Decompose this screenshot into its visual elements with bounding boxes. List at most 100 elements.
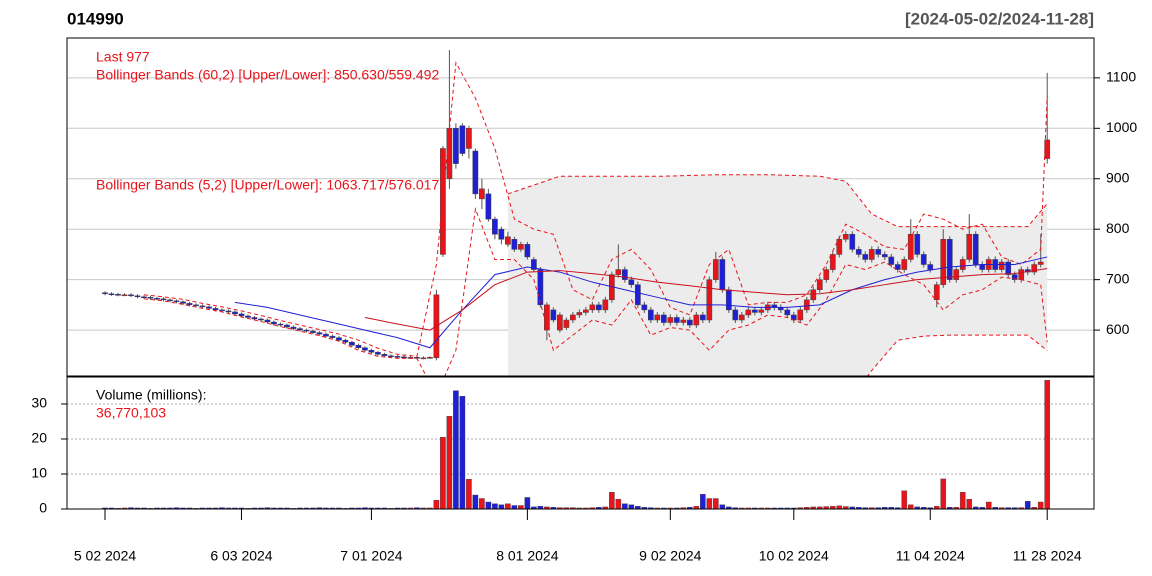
volume-bar bbox=[225, 507, 232, 509]
volume-bar bbox=[576, 507, 583, 509]
volume-bar bbox=[303, 507, 310, 509]
candle-body bbox=[719, 259, 726, 290]
candle-body bbox=[875, 249, 882, 255]
volume-bar bbox=[765, 507, 771, 509]
volume-bar bbox=[505, 503, 511, 509]
candle-body bbox=[180, 301, 186, 304]
candle-body bbox=[842, 233, 849, 240]
candle-body bbox=[115, 294, 121, 296]
candle-body bbox=[966, 233, 973, 260]
volume-bar bbox=[518, 505, 524, 509]
candle-body bbox=[732, 309, 739, 321]
volume-bar bbox=[251, 507, 258, 509]
candle-body bbox=[134, 295, 141, 298]
volume-bar bbox=[492, 503, 498, 509]
candle-body bbox=[953, 269, 960, 280]
volume-bar bbox=[706, 498, 713, 509]
candle-body bbox=[498, 228, 505, 240]
candle-body bbox=[160, 298, 167, 301]
x-tick-label: 11 04 2024 bbox=[896, 548, 965, 564]
volume-bar bbox=[180, 507, 186, 509]
candle-body bbox=[725, 289, 732, 311]
volume-bar bbox=[453, 390, 459, 509]
candle-body bbox=[518, 244, 524, 250]
volume-bar bbox=[622, 503, 628, 509]
candle-body bbox=[1018, 269, 1025, 280]
volume-bar bbox=[206, 507, 212, 509]
volume-bar bbox=[349, 507, 355, 509]
candle-body bbox=[485, 193, 492, 220]
volume-bar bbox=[719, 504, 726, 509]
candle-body bbox=[290, 326, 297, 329]
volume-bar bbox=[901, 490, 908, 509]
volume-bar bbox=[323, 507, 329, 509]
volume-bar bbox=[466, 479, 472, 509]
candle-body bbox=[745, 309, 752, 316]
volume-bar bbox=[739, 507, 745, 509]
candle-body bbox=[660, 314, 667, 323]
candle-body bbox=[544, 304, 550, 331]
candle-body bbox=[855, 249, 862, 255]
candle-body bbox=[492, 218, 498, 235]
volume-bar bbox=[985, 501, 992, 509]
candle-body bbox=[602, 299, 609, 311]
y-tick-label: 0 bbox=[39, 500, 47, 516]
candle-body bbox=[868, 249, 875, 260]
x-tick-label: 9 02 2024 bbox=[639, 548, 701, 564]
volume-bar bbox=[1024, 501, 1031, 509]
candle-body bbox=[686, 319, 693, 326]
volume-bar bbox=[141, 507, 147, 509]
volume-bar bbox=[498, 504, 505, 509]
candle-body bbox=[823, 269, 830, 280]
volume-bar bbox=[700, 494, 706, 509]
candle-body bbox=[381, 354, 388, 357]
band-line bbox=[143, 207, 1048, 376]
x-tick-label: 6 03 2024 bbox=[210, 548, 272, 564]
candle-body bbox=[927, 264, 934, 270]
candle-body bbox=[563, 319, 570, 328]
candle-body bbox=[862, 254, 869, 260]
candle-body bbox=[336, 337, 342, 341]
candle-body bbox=[628, 279, 635, 285]
candle-body bbox=[102, 292, 108, 295]
candle-body bbox=[557, 314, 563, 331]
candle-body bbox=[621, 269, 628, 280]
volume-bar bbox=[609, 491, 615, 509]
volume-bar bbox=[427, 507, 433, 509]
candle-body bbox=[297, 328, 303, 331]
volume-bar bbox=[238, 507, 245, 509]
candle-body bbox=[362, 347, 368, 351]
y-tick-label: 900 bbox=[1106, 169, 1130, 185]
volume-bar bbox=[310, 507, 316, 509]
candle-body bbox=[251, 317, 258, 320]
candle-body bbox=[699, 314, 706, 321]
candle-body bbox=[511, 239, 518, 250]
volume-bar bbox=[186, 507, 193, 509]
x-tick-label: 8 01 2024 bbox=[496, 548, 558, 564]
candle-body bbox=[907, 233, 914, 260]
volume-bar bbox=[212, 507, 219, 509]
y-tick-label: 1100 bbox=[1106, 69, 1136, 85]
volume-bar bbox=[654, 507, 661, 509]
candle-body bbox=[154, 298, 160, 300]
volume-bar bbox=[485, 501, 492, 509]
candle-body bbox=[531, 259, 537, 270]
candle-body bbox=[472, 150, 479, 195]
candle-body bbox=[583, 309, 589, 313]
volume-bar bbox=[440, 437, 446, 509]
volume-plot bbox=[67, 380, 1094, 509]
candle-body bbox=[634, 284, 641, 306]
candle-body bbox=[524, 244, 531, 258]
candle-body bbox=[680, 319, 687, 323]
candle-body bbox=[849, 233, 856, 250]
volume-bar bbox=[823, 506, 830, 509]
candle-body bbox=[576, 312, 583, 316]
candle-body bbox=[596, 304, 602, 311]
price-plot bbox=[67, 50, 1094, 376]
y-tick-label: 20 bbox=[31, 430, 47, 446]
volume-bar bbox=[771, 507, 778, 509]
candle-body bbox=[972, 233, 979, 265]
candle-body bbox=[758, 309, 765, 313]
volume-bar bbox=[401, 507, 407, 509]
volume-bar bbox=[1044, 380, 1051, 509]
